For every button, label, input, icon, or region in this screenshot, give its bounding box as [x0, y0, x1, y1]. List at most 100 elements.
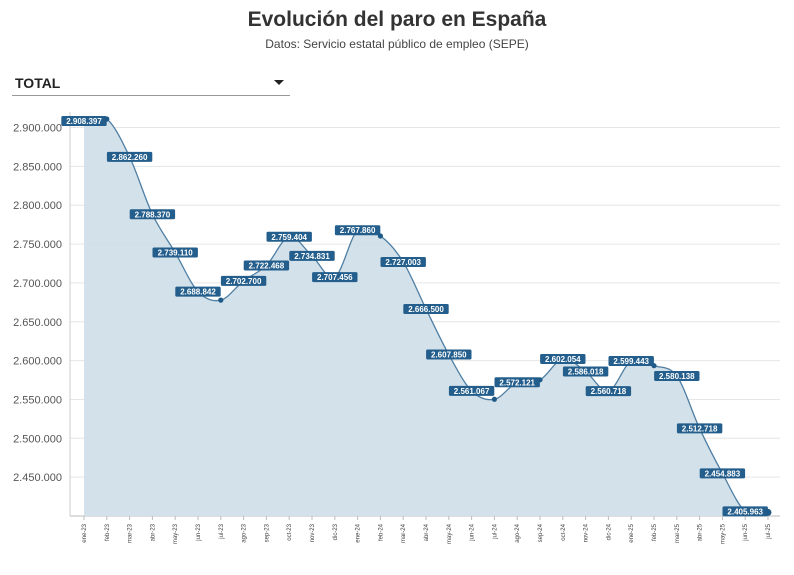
y-tick-label: 2.800.000 [13, 200, 62, 212]
x-tick-label: dic-24 [606, 523, 612, 540]
data-label: 2.739.110 [152, 247, 198, 258]
data-label-text: 2.727.003 [385, 258, 421, 267]
x-tick-label: oct-23 [287, 523, 293, 540]
data-label-text: 2.602.054 [545, 355, 581, 364]
data-label-box [540, 354, 586, 365]
data-label-box [152, 247, 198, 258]
x-tick-label: jul-23 [219, 523, 225, 539]
data-label-box [676, 423, 723, 434]
data-label-text: 2.759.404 [271, 233, 307, 242]
data-label-box [243, 260, 290, 271]
data-label-box [289, 250, 335, 261]
data-label: 2.560.718 [585, 386, 632, 397]
data-label: 2.666.500 [403, 303, 449, 314]
data-label: 2.607.850 [426, 349, 472, 360]
y-tick-label: 2.700.000 [13, 278, 62, 290]
data-label-text: 2.908.397 [66, 117, 102, 126]
y-tick-label: 2.650.000 [13, 317, 62, 329]
x-tick-label: mar-24 [401, 523, 407, 543]
caret-down-icon [274, 80, 284, 85]
chart-title: Evolución del paro en España [247, 8, 547, 31]
data-label: 2.707.456 [312, 272, 358, 283]
series-selector-dropdown[interactable]: TOTAL [12, 70, 290, 96]
data-label-text: 2.707.456 [317, 273, 353, 282]
data-label: 2.788.370 [129, 209, 176, 220]
x-tick-label: feb-23 [105, 523, 111, 541]
y-tick-label: 2.900.000 [13, 123, 62, 135]
data-label: 2.586.018 [562, 366, 609, 377]
x-tick-label: mar-25 [675, 523, 681, 543]
data-label-text: 2.788.370 [135, 210, 171, 219]
x-tick-label: sep-23 [264, 523, 270, 542]
data-label: 2.602.054 [540, 354, 586, 365]
x-tick-label: jun-25 [743, 523, 749, 541]
x-tick-label: feb-25 [652, 523, 658, 541]
x-tick-label: nov-23 [310, 523, 316, 542]
data-label-text: 2.666.500 [408, 305, 444, 314]
data-label: 2.580.138 [654, 371, 700, 382]
data-label-box [175, 286, 221, 297]
x-tick-label: oct-24 [561, 523, 567, 540]
x-tick-label: jun-23 [196, 523, 202, 541]
data-label-text: 2.560.718 [591, 387, 627, 396]
data-point [651, 363, 657, 369]
data-label: 2.759.404 [266, 231, 312, 242]
data-label-text: 2.767.860 [340, 226, 376, 235]
x-tick-label: may-24 [447, 523, 453, 544]
data-label: 2.688.842 [175, 286, 221, 297]
data-label: 2.908.397 [61, 116, 107, 127]
data-label-text: 2.454.883 [705, 469, 741, 478]
x-tick-label: abr-24 [424, 523, 430, 541]
data-label: 2.512.718 [676, 423, 723, 434]
y-tick-label: 2.600.000 [13, 356, 62, 368]
data-label: 2.405.963 [722, 506, 768, 517]
data-label-text: 2.688.842 [180, 288, 216, 297]
data-label-box [266, 231, 312, 242]
y-tick-label: 2.500.000 [13, 433, 62, 445]
data-label-text: 2.862.260 [112, 153, 148, 162]
data-label-box [585, 386, 632, 397]
series-area [84, 116, 768, 516]
y-tick-label: 2.850.000 [13, 161, 62, 173]
data-label-text: 2.599.443 [613, 357, 649, 366]
data-label-text: 2.586.018 [568, 367, 604, 376]
data-label: 2.767.860 [334, 225, 381, 236]
data-label-box [61, 116, 107, 127]
data-label: 2.572.121 [494, 377, 540, 388]
data-label-box [312, 272, 358, 283]
x-tick-label: dic-23 [333, 523, 339, 540]
x-tick-label: sep-24 [538, 523, 544, 542]
data-label-box [403, 303, 449, 314]
data-label-box [494, 377, 540, 388]
data-label-box [129, 209, 176, 220]
data-label-box [654, 371, 700, 382]
data-label-text: 2.722.468 [249, 261, 285, 270]
x-tick-label: nov-24 [584, 523, 590, 542]
data-label-box [448, 385, 495, 396]
data-label-text: 2.702.700 [226, 277, 262, 286]
x-tick-label: abr-25 [698, 523, 704, 541]
x-tick-label: ene-23 [82, 523, 88, 542]
data-label-box [699, 468, 746, 479]
data-label-text: 2.572.121 [499, 378, 535, 387]
chart-subtitle: Datos: Servicio estatal público de emple… [265, 37, 529, 51]
x-tick-label: feb-24 [378, 523, 384, 541]
data-point [537, 377, 543, 383]
x-tick-label: jul-25 [766, 523, 772, 539]
data-label-box [220, 275, 267, 286]
x-tick-label: mar-23 [128, 523, 134, 543]
x-tick-label: ene-24 [356, 523, 362, 542]
x-tick-label: ago-24 [515, 523, 521, 542]
x-tick-label: jul-24 [492, 523, 498, 539]
x-tick-label: may-25 [720, 523, 726, 544]
data-label-box [380, 256, 426, 267]
data-point [104, 116, 110, 122]
data-label-box [106, 151, 153, 162]
data-label: 2.722.468 [243, 260, 290, 271]
data-label-text: 2.734.831 [294, 252, 330, 261]
data-label: 2.702.700 [220, 275, 267, 286]
data-label-box [562, 366, 609, 377]
data-label: 2.734.831 [289, 250, 335, 261]
data-point [218, 297, 224, 303]
